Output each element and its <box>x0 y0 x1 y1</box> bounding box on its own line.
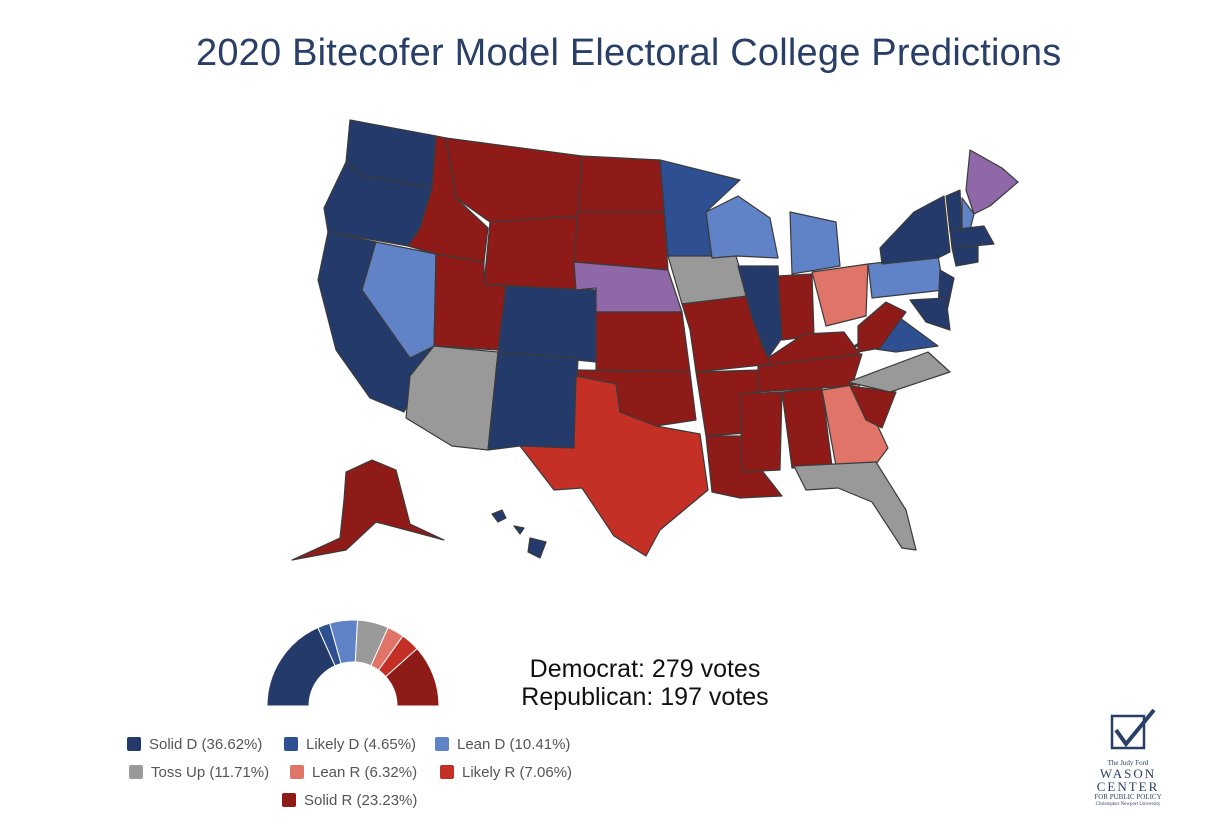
legend-item-lean-r[interactable]: Lean R (6.32%) <box>290 762 417 782</box>
state-vt[interactable] <box>945 189 963 233</box>
checkmark-box-icon <box>1110 708 1156 750</box>
legend-swatch <box>282 793 296 807</box>
legend-swatch <box>127 737 141 751</box>
state-wi[interactable] <box>705 195 779 259</box>
state-ma[interactable] <box>949 225 995 249</box>
state-sd[interactable] <box>573 211 669 271</box>
state-nv[interactable] <box>361 241 437 359</box>
legend-swatch <box>129 765 143 779</box>
legend-swatch <box>435 737 449 751</box>
legend-label: Lean D (10.41%) <box>457 735 571 753</box>
legend-label: Likely D (4.65%) <box>306 735 417 753</box>
legend-label: Toss Up (11.71%) <box>151 763 270 781</box>
state-ks[interactable] <box>595 311 691 373</box>
chart-title: 2020 Bitecofer Model Electoral College P… <box>196 32 1062 74</box>
state-in[interactable] <box>777 273 815 341</box>
state-ct[interactable] <box>951 245 979 267</box>
legend-label: Solid R (23.23%) <box>304 791 418 809</box>
state-il[interactable] <box>737 265 783 359</box>
half-donut-chart <box>266 619 440 707</box>
legend-item-toss-up[interactable]: Toss Up (11.71%) <box>129 762 269 782</box>
state-ny[interactable] <box>879 195 951 265</box>
state-nc[interactable] <box>847 351 951 393</box>
logo-line2: WASON <box>1099 766 1157 781</box>
state-fl[interactable] <box>793 461 917 551</box>
state-md[interactable] <box>909 297 951 331</box>
state-ms[interactable] <box>739 391 783 473</box>
logo-line5: Christopher Newport University <box>1095 802 1161 807</box>
state-ia[interactable] <box>667 255 749 305</box>
state-me[interactable] <box>965 149 1019 215</box>
state-wy[interactable] <box>483 215 579 291</box>
state-pa[interactable] <box>867 255 945 299</box>
republican-votes: Republican: 197 votes <box>521 683 769 711</box>
legend-swatch <box>440 765 454 779</box>
us-electoral-map <box>291 119 1019 561</box>
democrat-votes: Democrat: 279 votes <box>529 655 761 683</box>
state-co[interactable] <box>497 285 599 363</box>
legend-swatch <box>284 737 298 751</box>
state-hi[interactable] <box>491 509 547 559</box>
logo-line3: CENTER <box>1096 779 1160 794</box>
legend-item-lean-d[interactable]: Lean D (10.41%) <box>435 734 570 754</box>
state-tx[interactable] <box>519 375 709 557</box>
legend-item-solid-r[interactable]: Solid R (23.23%) <box>282 790 417 810</box>
wason-center-logo: The Judy Ford WASON CENTER FOR PUBLIC PO… <box>1085 708 1171 808</box>
state-wv[interactable] <box>857 301 907 353</box>
legend-item-likely-d[interactable]: Likely D (4.65%) <box>284 734 416 754</box>
legend-item-likely-r[interactable]: Likely R (7.06%) <box>440 762 572 782</box>
legend-label: Lean R (6.32%) <box>312 763 418 781</box>
donut-slice-solid-r[interactable] <box>385 647 440 707</box>
logo-line4: FOR PUBLIC POLICY <box>1094 793 1162 801</box>
state-nd[interactable] <box>577 155 665 213</box>
logo-line1: The Judy Ford <box>1107 759 1149 767</box>
state-nm[interactable] <box>487 351 579 451</box>
legend-label: Solid D (36.62%) <box>149 735 263 753</box>
state-ak[interactable] <box>291 459 445 561</box>
state-ga[interactable] <box>821 383 889 467</box>
legend-item-solid-d[interactable]: Solid D (36.62%) <box>127 734 262 754</box>
state-oh[interactable] <box>811 263 869 327</box>
vote-summary: Democrat: 279 votes Republican: 197 vote… <box>500 655 790 711</box>
state-mi[interactable] <box>789 211 841 275</box>
legend-swatch <box>290 765 304 779</box>
legend-label: Likely R (7.06%) <box>462 763 573 781</box>
